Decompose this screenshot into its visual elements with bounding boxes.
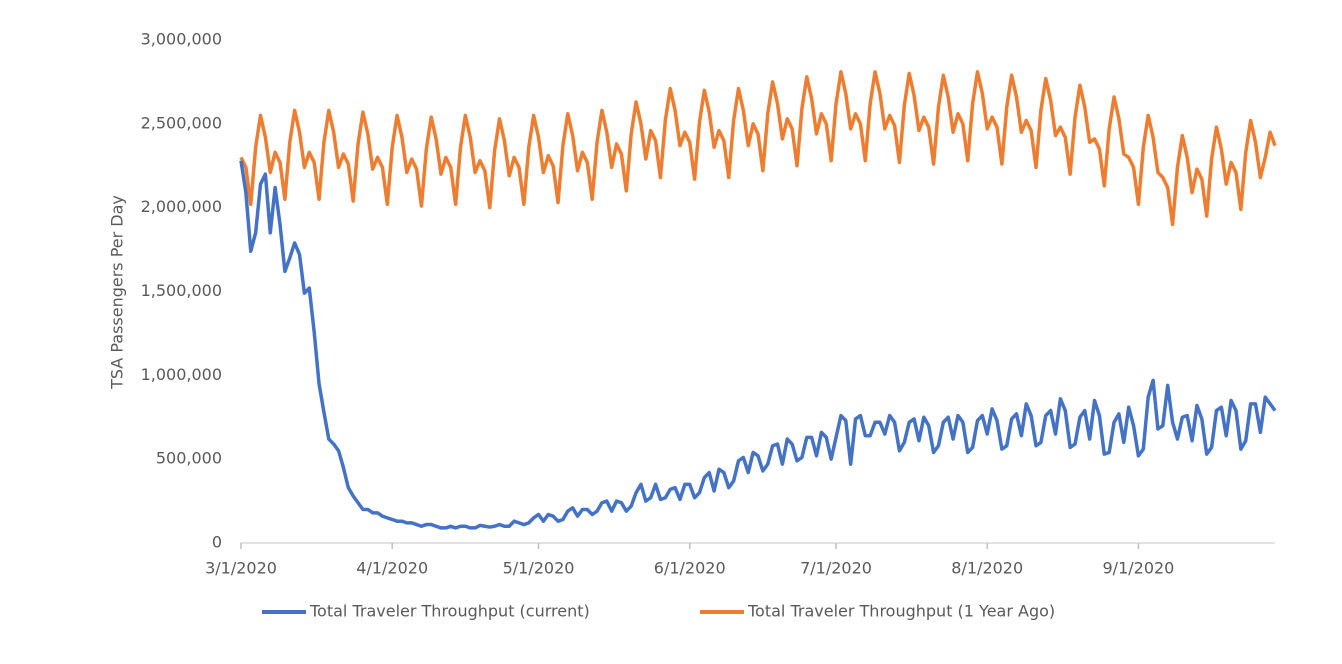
x-tick-label: 5/1/2020 <box>503 559 575 578</box>
y-tick-label: 3,000,000 <box>141 30 222 49</box>
x-tick-label: 4/1/2020 <box>356 559 428 578</box>
series-line <box>239 160 1277 530</box>
legend-label: Total Traveler Throughput (current) <box>309 602 590 621</box>
y-tick-label: 2,000,000 <box>141 197 222 216</box>
x-tick-label: 9/1/2020 <box>1103 559 1175 578</box>
x-tick-label: 3/1/2020 <box>205 559 277 578</box>
legend-label: Total Traveler Throughput (1 Year Ago) <box>747 602 1055 621</box>
x-tick-label: 7/1/2020 <box>800 559 872 578</box>
x-tick-label: 8/1/2020 <box>951 559 1023 578</box>
y-tick-label: 1,500,000 <box>141 281 222 300</box>
y-tick-label: 0 <box>212 533 222 552</box>
series-line <box>239 70 1277 227</box>
y-tick-label: 500,000 <box>156 449 222 468</box>
y-axis-label: TSA Passengers Per Day <box>108 195 127 390</box>
x-tick-label: 6/1/2020 <box>654 559 726 578</box>
y-tick-label: 2,500,000 <box>141 113 222 132</box>
y-tick-label: 1,000,000 <box>141 365 222 384</box>
